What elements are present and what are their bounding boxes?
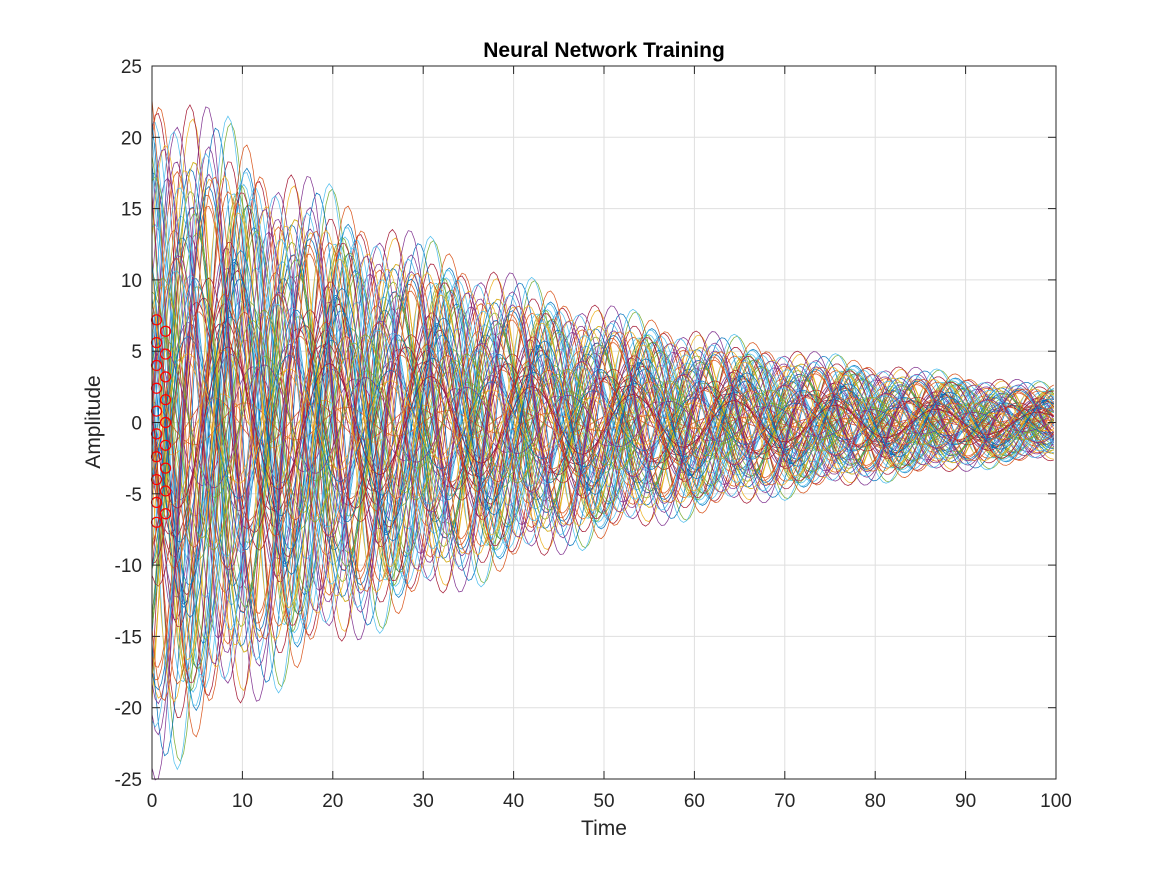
y-tick-label: 5 [131,342,142,363]
data-marker [159,325,172,337]
series-line [151,192,1054,683]
x-tick-label: 90 [955,791,976,812]
series-line [151,144,1055,668]
y-tick-label: -5 [125,485,142,506]
data-marker [159,462,172,474]
y-tick-label: 20 [121,128,142,149]
series-line [151,301,1054,548]
y-tick-label: 10 [121,271,142,292]
series-line [151,278,1055,550]
y-tick-label: -15 [115,627,142,648]
series-line [151,168,1054,647]
series-line [151,185,1055,691]
data-marker [159,394,172,406]
series-line [151,346,1054,509]
x-tick-label: 100 [1040,791,1072,812]
y-tick-label: 25 [121,57,142,78]
y-axis-label: Amplitude [82,375,105,468]
x-tick-label: 80 [865,791,886,812]
series-group [151,99,1055,781]
series-line [151,155,1054,669]
x-tick-label: 40 [503,791,524,812]
series-line [151,152,1055,728]
data-marker [159,508,172,520]
series-line [151,249,1054,618]
x-tick-label: 20 [322,791,343,812]
series-line [151,278,1054,569]
x-tick-label: 30 [413,791,434,812]
series-line [151,297,1054,564]
series-line [151,122,1054,712]
series-line [151,278,1054,586]
series-line [151,146,1055,736]
y-tick-label: -20 [115,699,142,720]
series-line [151,291,1054,539]
series-line [151,173,1055,705]
series-line [151,187,1055,631]
series-line [151,353,1054,484]
x-tick-label: 0 [147,791,158,812]
series-line [151,212,1054,661]
marker-group [150,314,172,528]
series-line [151,255,1054,571]
series-line [151,99,1054,738]
series-line [151,350,1054,487]
ticks: 0 10 20 30 40 50 60 70 80 90 100 -25 -20 -15 -10 -5 0 5 10… [115,57,1072,812]
y-tick-label: 15 [121,200,142,221]
x-tick-label: 10 [232,791,253,812]
x-tick-label: 70 [774,791,795,812]
x-tick-label: 50 [593,791,614,812]
data-marker [159,416,172,429]
data-marker [159,348,172,360]
series-line [151,176,1055,701]
data-marker [159,439,172,451]
y-tick-label: -25 [115,770,142,791]
y-tick-label: 0 [131,414,142,435]
series-line [151,161,1054,680]
series-line [151,175,1055,703]
series-line [151,136,1054,706]
chart-title: Neural Network Training [483,39,725,62]
series-line [151,106,1055,781]
data-marker [159,371,172,383]
data-marker [159,485,172,497]
series-line [151,206,1054,618]
x-tick-label: 60 [684,791,705,812]
y-tick-label: -10 [115,556,142,577]
x-axis-label: Time [581,817,627,840]
